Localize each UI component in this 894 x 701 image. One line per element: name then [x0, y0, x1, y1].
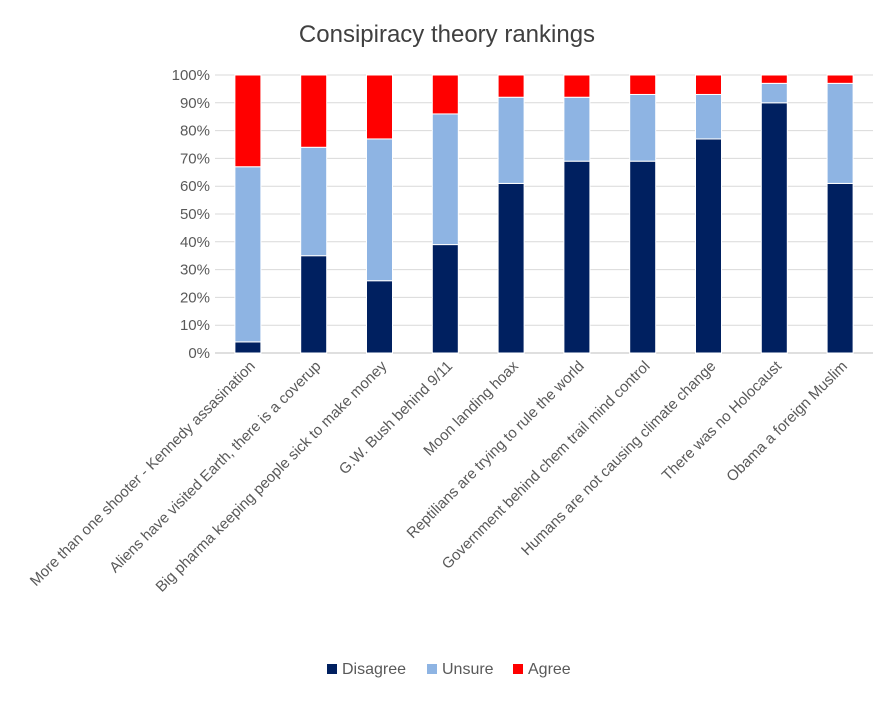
bar-unsure [695, 93, 722, 140]
y-tick-label: 20% [180, 289, 210, 306]
bar-agree [497, 74, 525, 98]
bar-agree [234, 74, 262, 168]
x-tick-label: Big pharma keeping people sick to make m… [152, 357, 390, 595]
bars [234, 74, 854, 354]
bar-agree [366, 74, 393, 140]
legend-swatch [327, 664, 337, 674]
bar-agree [431, 74, 459, 115]
bar-disagree [563, 160, 591, 354]
y-tick-label: 90% [180, 95, 210, 112]
y-tick-label: 50% [180, 206, 210, 223]
bar-disagree [695, 138, 722, 354]
bar-unsure [497, 96, 525, 184]
bar-unsure [366, 138, 393, 282]
y-tick-label: 100% [172, 67, 210, 84]
bar-disagree [431, 244, 459, 354]
x-tick-label: G.W. Bush behind 9/11 [336, 358, 456, 478]
y-axis: 0% 10% 20% 30% 40% 50% 60% 70% 80% 90% 100% [172, 67, 210, 362]
bar-agree [629, 74, 657, 95]
bar-unsure [300, 146, 328, 257]
legend-label: Agree [528, 661, 571, 678]
bar-unsure [234, 166, 262, 343]
legend-label: Unsure [442, 661, 494, 678]
bar-unsure [563, 96, 591, 162]
x-tick-label: Obama a foreign Muslim [723, 358, 851, 486]
y-tick-label: 40% [180, 234, 210, 251]
bar-unsure [826, 82, 854, 184]
bar-disagree [234, 341, 262, 354]
x-axis: More than one shooter - Kennedy assasina… [27, 357, 851, 595]
legend-label: Disagree [342, 661, 406, 678]
bar-agree [826, 74, 854, 84]
y-tick-label: 10% [180, 317, 210, 334]
bar-disagree [366, 280, 393, 354]
bar-disagree [760, 102, 788, 354]
legend: Disagree Unsure Agree [327, 661, 571, 678]
x-tick-label: More than one shooter - Kennedy assasina… [27, 358, 259, 590]
chart-title: Consipiracy theory rankings [299, 21, 595, 48]
bar-agree [563, 74, 591, 98]
bar-unsure [629, 93, 657, 162]
bar-disagree [497, 182, 525, 354]
y-tick-label: 30% [180, 262, 210, 279]
bar-disagree [300, 255, 328, 354]
y-tick-label: 70% [180, 150, 210, 167]
bar-unsure [760, 82, 788, 104]
y-tick-label: 60% [180, 178, 210, 195]
x-tick-label: There was no Holocaust [659, 357, 786, 484]
bar-agree [760, 74, 788, 84]
bar-disagree [826, 182, 854, 354]
bar-agree [300, 74, 328, 148]
bar-agree [695, 74, 722, 95]
legend-swatch [427, 664, 437, 674]
bar-disagree [629, 160, 657, 354]
bar-unsure [431, 113, 459, 246]
y-tick-label: 0% [188, 345, 210, 362]
legend-swatch [513, 664, 523, 674]
y-tick-label: 80% [180, 123, 210, 140]
